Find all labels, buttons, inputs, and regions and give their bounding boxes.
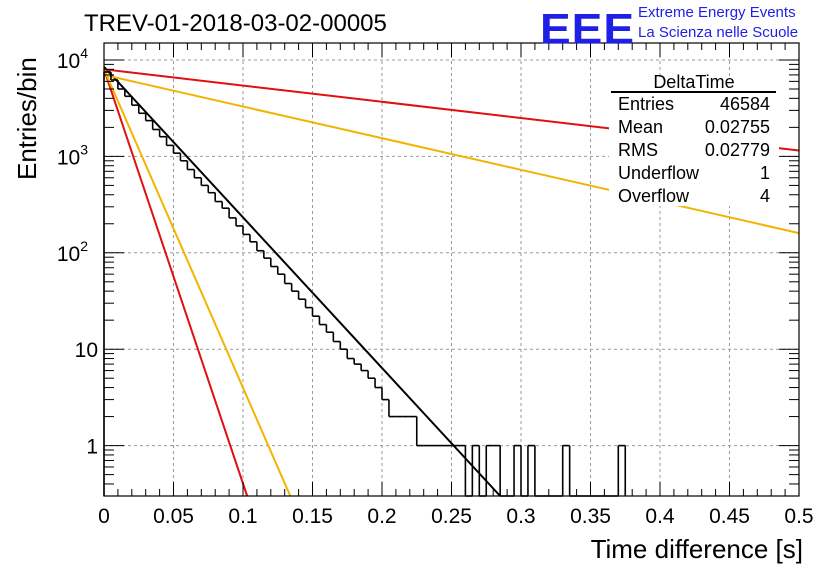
x-tick-label: 0.5 <box>784 505 813 528</box>
axis-ticks <box>103 43 800 497</box>
stats-row-label: Underflow <box>618 163 700 183</box>
y-tick-label: 1 <box>86 436 98 459</box>
stats-row-value: 0.02755 <box>705 117 770 137</box>
x-tick-label: 0.2 <box>367 505 396 528</box>
stats-row-label: Mean <box>618 117 663 137</box>
y-tick-label: 103 <box>57 141 88 169</box>
fit-curve-4 <box>103 69 249 497</box>
fit-curve-3 <box>103 73 800 235</box>
x-tick-label: 0.05 <box>153 505 194 528</box>
x-tick-label: 0.35 <box>570 505 611 528</box>
y-tick-labels: 1 10 102 103 104 <box>57 45 98 459</box>
fit-curve-1 <box>103 66 501 497</box>
x-axis-label: Time difference [s] <box>591 534 803 564</box>
stats-row-label: RMS <box>618 140 658 160</box>
stats-row-value: 0.02779 <box>705 140 770 160</box>
y-tick-label: 10 <box>75 339 98 362</box>
stats-row-label: Entries <box>618 94 674 114</box>
eee-logo-caption: Extreme Energy Events La Scienza nelle S… <box>638 3 798 43</box>
x-tick-label: 0.4 <box>645 505 675 528</box>
chart-title: TREV-01-2018-03-02-00005 <box>84 10 387 37</box>
stats-box-title: DeltaTime <box>653 72 734 92</box>
x-tick-label: 0.45 <box>709 505 750 528</box>
x-tick-label: 0.1 <box>228 505 257 528</box>
y-axis-label: Entries/bin <box>12 57 42 180</box>
y-tick-label: 102 <box>57 238 88 266</box>
stats-box: DeltaTime Entries 46584 Mean 0.02755 RMS 0.02… <box>609 72 779 206</box>
histogram <box>103 71 627 497</box>
x-tick-label: 0 <box>98 505 110 528</box>
logo-line-1: Extreme Energy Events <box>638 4 796 21</box>
fit-curve-5 <box>103 68 292 497</box>
x-tick-labels: 0 0.05 0.1 0.15 0.2 0.25 0.3 0.35 0.4 0.45 0.5 <box>98 505 813 528</box>
x-tick-label: 0.15 <box>292 505 333 528</box>
stats-row-value: 46584 <box>720 94 770 114</box>
y-tick-label: 104 <box>57 45 88 73</box>
grid-lines <box>104 43 799 496</box>
stats-row-label: Overflow <box>618 186 690 206</box>
stats-row-value: 4 <box>760 186 770 206</box>
x-tick-label: 0.25 <box>431 505 472 528</box>
fit-curves <box>103 66 800 497</box>
logo-line-2: La Scienza nelle Scuole <box>638 24 799 41</box>
x-tick-label: 0.3 <box>506 505 535 528</box>
eee-logo: EEE <box>540 5 636 53</box>
stats-row-value: 1 <box>760 163 770 183</box>
